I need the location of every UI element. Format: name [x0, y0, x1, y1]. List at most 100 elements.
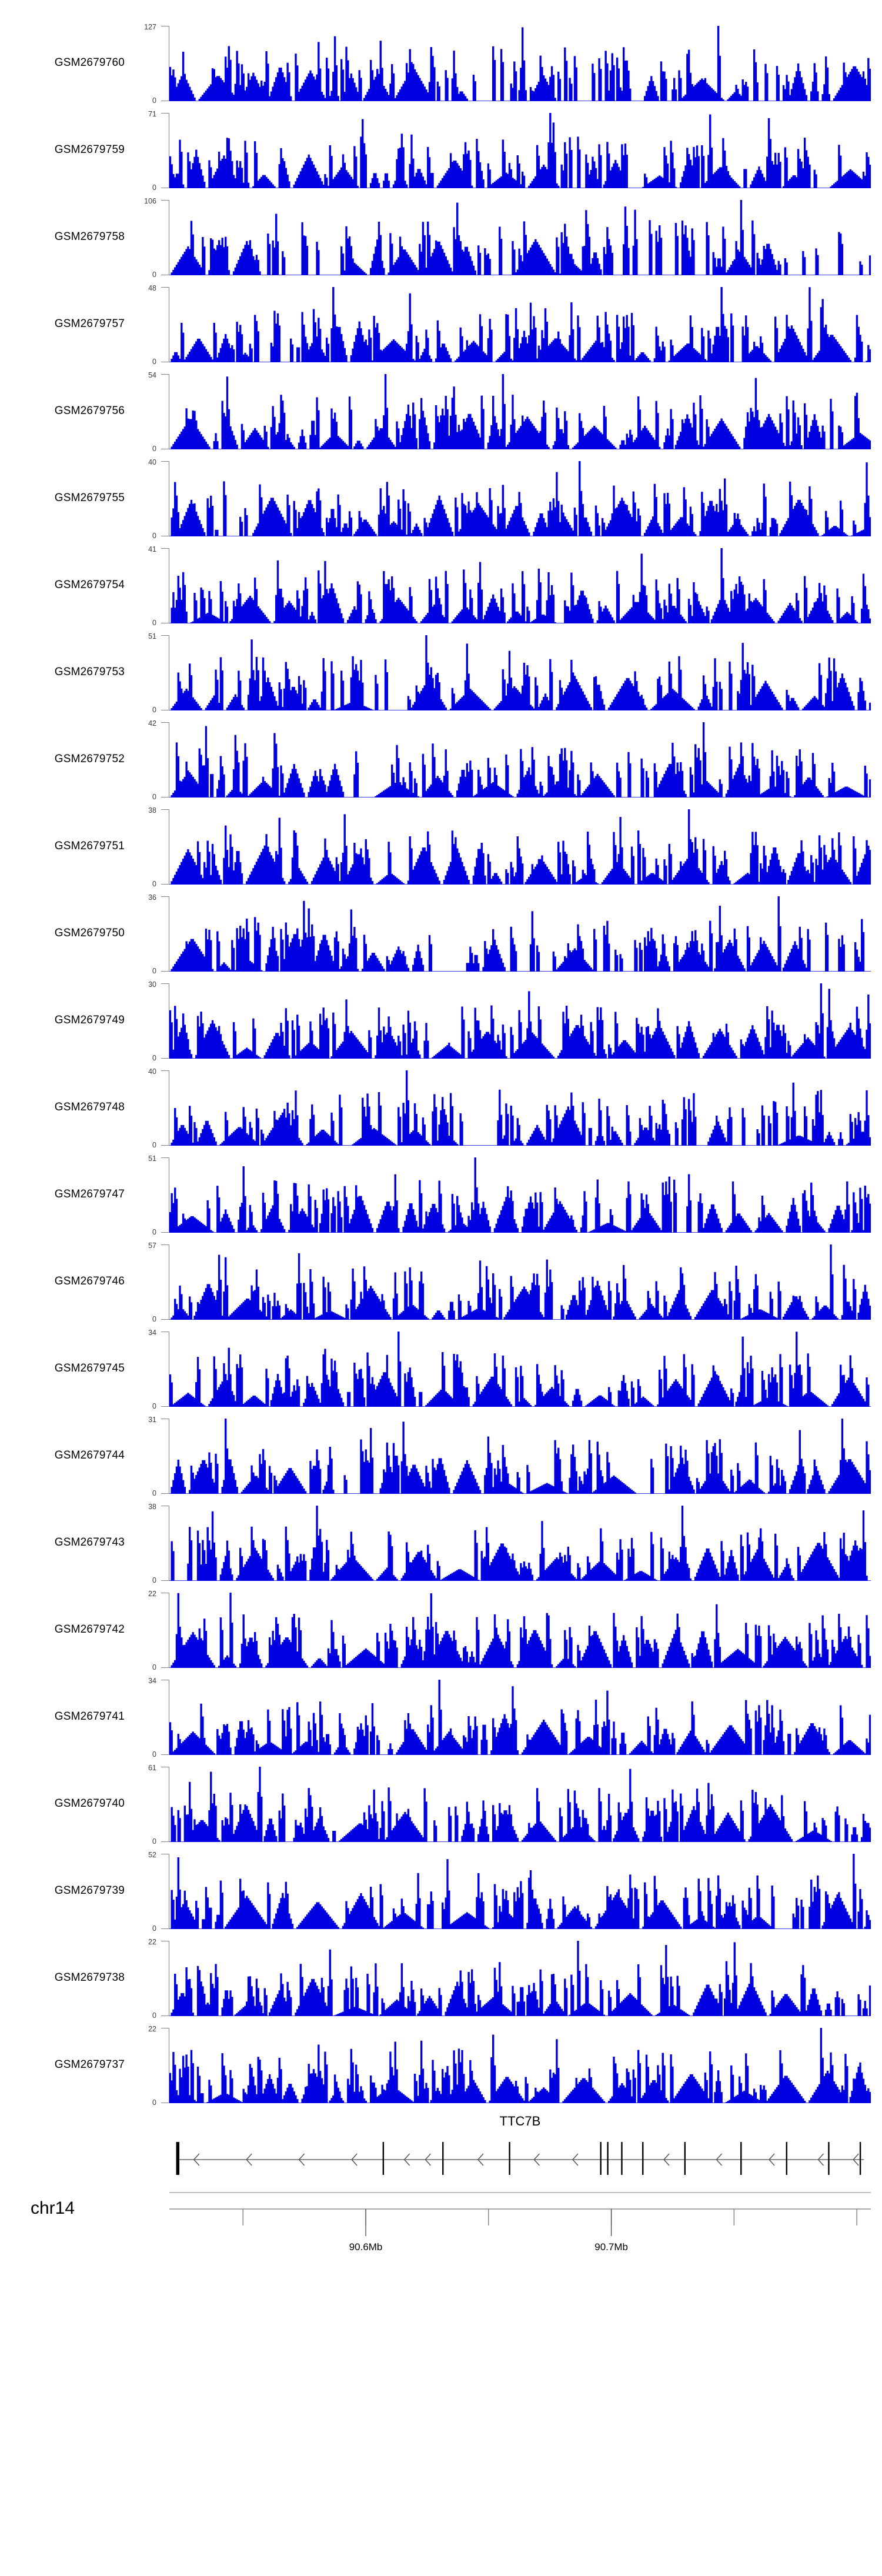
y-axis-bracket	[158, 461, 169, 536]
coverage-track-row[interactable]: GSM2679748 40 0	[0, 1065, 882, 1152]
coverage-track-row[interactable]: GSM2679740 61 0	[0, 1761, 882, 1848]
coverage-track-row[interactable]: GSM2679750 36 0	[0, 890, 882, 977]
y-axis: 42 0	[136, 720, 169, 800]
coverage-area	[169, 26, 871, 101]
coverage-track-row[interactable]: GSM2679739 52 0	[0, 1848, 882, 1935]
coverage-track-row[interactable]: GSM2679745 34 0	[0, 1326, 882, 1413]
coverage-area	[169, 722, 871, 798]
gene-annotation-track[interactable]: TTC7B	[0, 2109, 882, 2185]
coverage-track-row[interactable]: GSM2679757 48 0	[0, 281, 882, 368]
coverage-track-row[interactable]: GSM2679751 38 0	[0, 803, 882, 890]
coverage-plot[interactable]	[169, 983, 871, 1059]
y-axis-bracket	[158, 635, 169, 710]
gene-exon	[621, 2142, 623, 2175]
coverage-track-row[interactable]: GSM2679737 22 0	[0, 2022, 882, 2109]
coverage-area	[169, 1854, 871, 1929]
y-axis-min-label: 0	[152, 2011, 156, 2020]
coverage-track-row[interactable]: GSM2679752 42 0	[0, 716, 882, 803]
sample-label: GSM2679741	[54, 1710, 125, 1723]
coverage-track-row[interactable]: GSM2679743 38 0	[0, 1500, 882, 1587]
y-axis: 31 0	[136, 1416, 169, 1497]
sample-label: GSM2679758	[54, 231, 125, 243]
y-axis: 51 0	[136, 633, 169, 713]
coverage-area	[169, 287, 871, 362]
y-axis: 106 0	[136, 198, 169, 278]
y-axis-bracket	[158, 983, 169, 1059]
strand-arrow-left-icon	[572, 2153, 579, 2166]
coverage-plot[interactable]	[169, 287, 871, 362]
coverage-track-row[interactable]: GSM2679760 127 0	[0, 20, 882, 107]
coverage-svg	[169, 1244, 871, 1320]
sample-label: GSM2679742	[54, 1623, 125, 1636]
coverage-area	[169, 983, 871, 1059]
coverage-svg	[169, 1854, 871, 1929]
coverage-plot[interactable]	[169, 896, 871, 972]
y-axis: 22 0	[136, 1938, 169, 2019]
coverage-plot[interactable]	[169, 1593, 871, 1668]
gene-exon	[509, 2142, 510, 2175]
y-axis-min-label: 0	[152, 357, 156, 366]
coverage-track-row[interactable]: GSM2679754 41 0	[0, 542, 882, 629]
coverage-track-row[interactable]: GSM2679756 54 0	[0, 368, 882, 455]
y-axis-min-label: 0	[152, 879, 156, 888]
coverage-svg	[169, 1506, 871, 1581]
coverage-plot[interactable]	[169, 200, 871, 275]
coverage-track-row[interactable]: GSM2679742 22 0	[0, 1587, 882, 1674]
y-axis-max-label: 36	[148, 893, 156, 902]
coverage-plot[interactable]	[169, 548, 871, 623]
coverage-plot[interactable]	[169, 1767, 871, 1842]
coverage-plot[interactable]	[169, 1680, 871, 1755]
top-spacer	[0, 0, 882, 20]
coverage-plot[interactable]	[169, 1419, 871, 1494]
coverage-plot[interactable]	[169, 1070, 871, 1146]
gene-exon	[600, 2142, 602, 2175]
coverage-area	[169, 2028, 871, 2103]
coverage-track-row[interactable]: GSM2679744 31 0	[0, 1413, 882, 1500]
y-axis: 127 0	[136, 24, 169, 104]
y-axis-bracket	[158, 1506, 169, 1581]
coverage-plot[interactable]	[169, 635, 871, 710]
sample-label: GSM2679753	[54, 666, 125, 678]
y-axis-max-label: 22	[148, 1590, 156, 1598]
strand-arrow-left-icon	[817, 2153, 824, 2166]
coverage-plot[interactable]	[169, 809, 871, 885]
gene-model-graphic[interactable]	[169, 2133, 871, 2175]
coverage-plot[interactable]	[169, 1941, 871, 2016]
coverage-track-row[interactable]: GSM2679749 30 0	[0, 977, 882, 1065]
coverage-plot[interactable]	[169, 1244, 871, 1320]
y-axis: 22 0	[136, 1590, 169, 1671]
coverage-plot[interactable]	[169, 1854, 871, 1929]
sample-label: GSM2679743	[54, 1536, 125, 1549]
coverage-track-row[interactable]: GSM2679738 22 0	[0, 1935, 882, 2022]
coordinate-axis[interactable]: 90.6Mb 90.7Mb	[169, 2189, 871, 2265]
coverage-plot[interactable]	[169, 461, 871, 536]
coverage-plot[interactable]	[169, 113, 871, 188]
coverage-track-row[interactable]: GSM2679741 34 0	[0, 1674, 882, 1761]
coverage-track-row[interactable]: GSM2679759 71 0	[0, 107, 882, 194]
strand-arrow-left-icon	[663, 2153, 670, 2166]
sample-label: GSM2679749	[54, 1014, 125, 1026]
coverage-track-row[interactable]: GSM2679758 106 0	[0, 194, 882, 281]
gene-exon	[740, 2142, 742, 2175]
sample-label: GSM2679745	[54, 1362, 125, 1374]
sample-label: GSM2679755	[54, 492, 125, 504]
coverage-track-row[interactable]: GSM2679747 51 0	[0, 1152, 882, 1239]
coverage-area	[169, 548, 871, 623]
strand-arrow-left-icon	[716, 2153, 723, 2166]
coverage-plot[interactable]	[169, 26, 871, 101]
coverage-plot[interactable]	[169, 374, 871, 449]
coverage-track-row[interactable]: GSM2679753 51 0	[0, 629, 882, 716]
strand-arrow-left-icon	[477, 2153, 484, 2166]
coverage-track-row[interactable]: GSM2679746 57 0	[0, 1239, 882, 1326]
coverage-svg	[169, 635, 871, 710]
coverage-plot[interactable]	[169, 1157, 871, 1233]
coverage-svg	[169, 983, 871, 1059]
y-axis: 48 0	[136, 285, 169, 365]
coverage-plot[interactable]	[169, 2028, 871, 2103]
coverage-track-row[interactable]: GSM2679755 40 0	[0, 455, 882, 542]
gene-model-svg	[176, 2142, 864, 2175]
coverage-plot[interactable]	[169, 722, 871, 798]
coverage-plot[interactable]	[169, 1332, 871, 1407]
coverage-plot[interactable]	[169, 1506, 871, 1581]
y-axis-min-label: 0	[152, 1924, 156, 1933]
